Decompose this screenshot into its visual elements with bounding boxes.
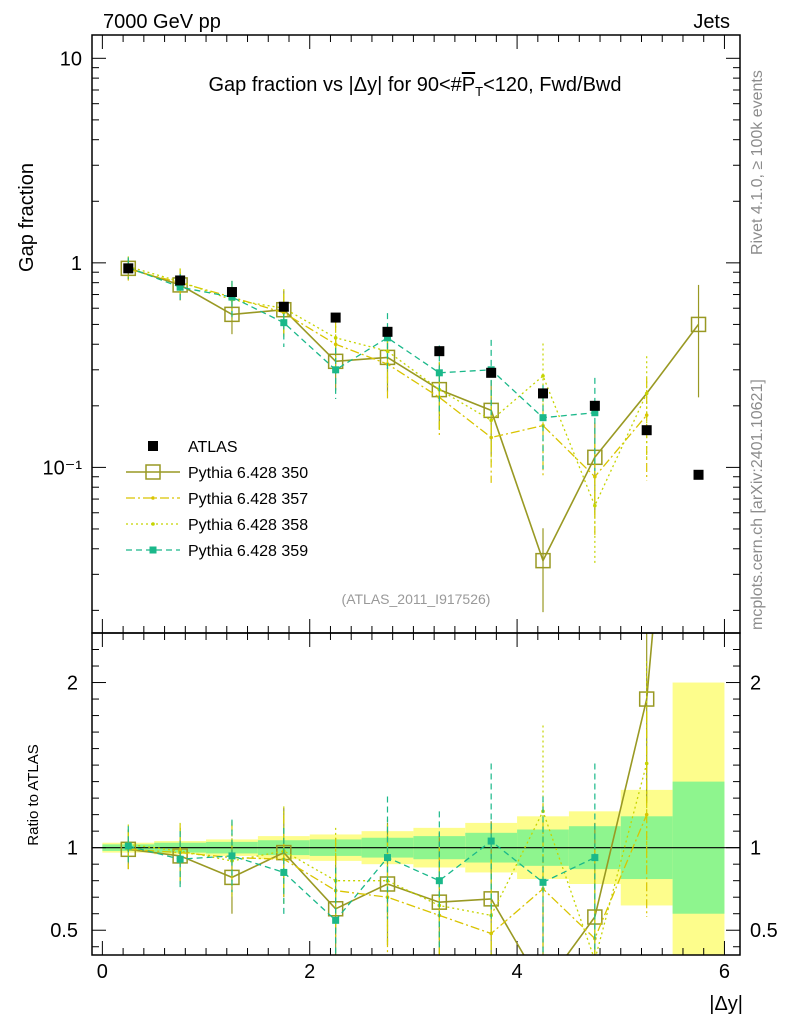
data-point xyxy=(593,503,597,508)
ratio-tick-label-right: 1 xyxy=(750,838,761,860)
x-tick-label: 0 xyxy=(97,961,108,983)
header-energy: 7000 GeV pp xyxy=(103,11,221,33)
ratio-point xyxy=(228,852,236,860)
atlas-data-point xyxy=(382,326,393,337)
atlas-data-point xyxy=(486,367,497,378)
data-point xyxy=(176,283,184,291)
ratio-point xyxy=(383,854,391,862)
data-point xyxy=(332,366,340,374)
y-tick-label: 10⁻¹ xyxy=(43,457,83,479)
legend-atlas-marker xyxy=(148,441,158,451)
legend-marker xyxy=(151,496,155,500)
data-series xyxy=(120,256,707,955)
x-axis-label: |Δy| xyxy=(709,993,743,1015)
atlas-data-point xyxy=(330,312,341,323)
mcplots-note: mcplots.cern.ch [arXiv:2401.10621] xyxy=(749,379,766,630)
data-point xyxy=(591,409,599,417)
legend-marker xyxy=(149,546,157,554)
legend: ATLAS Pythia 6.428 350 Pythia 6.428 357 Pyt… xyxy=(126,439,308,560)
data-point xyxy=(333,336,338,340)
axes: 0 2 4 6 10⁻¹ 1 10 0.5 0.5 1 1 2 2 xyxy=(43,35,778,983)
legend-marker xyxy=(151,522,155,526)
ratio-tick-label-right: 0.5 xyxy=(750,920,778,942)
legend-label: Pythia 6.428 350 xyxy=(188,465,308,482)
x-tick-label: 2 xyxy=(304,961,315,983)
legend-entry: Pythia 6.428 350 xyxy=(126,464,308,482)
legend-entry: ATLAS xyxy=(148,439,238,456)
ratio-point xyxy=(280,868,288,876)
ratio-point xyxy=(435,877,443,885)
atlas-data-point xyxy=(278,301,289,312)
atlas-data-point xyxy=(693,469,704,480)
y-axis-label: Gap fraction xyxy=(16,163,38,272)
atlas-data-point xyxy=(434,346,445,357)
legend-label: Pythia 6.428 359 xyxy=(188,543,308,560)
legend-entry: Pythia 6.428 357 xyxy=(126,491,308,508)
data-point xyxy=(435,369,443,377)
data-point xyxy=(690,316,707,333)
ratio-point xyxy=(487,837,495,845)
y-tick-label: 10 xyxy=(60,48,82,70)
ratio-tick-label: 1 xyxy=(67,838,78,860)
ratio-point xyxy=(644,812,649,817)
analysis-watermark: (ATLAS_2011_I917526) xyxy=(342,591,491,607)
ratio-point xyxy=(591,854,599,862)
ratio-tick-label: 2 xyxy=(67,673,78,695)
ratio-point xyxy=(178,849,182,853)
data-point xyxy=(385,349,390,353)
x-tick-label: 6 xyxy=(719,961,730,983)
series-line xyxy=(128,267,700,563)
data-point xyxy=(333,342,338,347)
series-line xyxy=(128,266,595,419)
ratio-point xyxy=(176,855,184,863)
ratio-line xyxy=(128,840,596,922)
legend-entry: Pythia 6.428 359 xyxy=(126,543,308,560)
atlas-data-point xyxy=(123,263,134,274)
data-point xyxy=(383,334,391,342)
atlas-data-point xyxy=(589,400,600,411)
ratio-line xyxy=(128,633,654,955)
data-point xyxy=(541,374,545,378)
data-point xyxy=(489,418,493,423)
ratio-point xyxy=(124,842,132,850)
ratio-tick-label: 0.5 xyxy=(50,920,78,942)
data-point xyxy=(224,306,240,323)
data-point xyxy=(282,310,286,315)
legend-label: ATLAS xyxy=(188,439,238,456)
data-point xyxy=(489,435,493,440)
data-point xyxy=(228,293,236,301)
atlas-data-point xyxy=(175,275,186,286)
legend-label: Pythia 6.428 358 xyxy=(188,517,308,534)
ratio-series-pythia-6-428-359 xyxy=(124,763,599,955)
data-point xyxy=(539,414,547,422)
ratio-uncertainty-bands xyxy=(92,682,740,955)
legend-marker xyxy=(145,464,161,480)
ratio-point xyxy=(539,878,547,886)
data-point xyxy=(280,319,288,327)
data-point xyxy=(644,413,649,417)
ratio-plot-frame xyxy=(91,632,741,956)
ratio-point xyxy=(644,761,649,766)
y-tick-label: 1 xyxy=(71,253,82,275)
ratio-point xyxy=(332,916,340,924)
ratio-y-axis-label: Ratio to ATLAS xyxy=(25,744,42,845)
rivet-version-note: Rivet 4.1.0, ≥ 100k events xyxy=(749,70,766,255)
data-point xyxy=(644,391,649,396)
legend-label: Pythia 6.428 357 xyxy=(188,491,308,508)
series-atlas xyxy=(123,263,704,480)
atlas-data-point xyxy=(226,287,237,298)
x-tick-label: 4 xyxy=(512,961,523,983)
ratio-tick-label-right: 2 xyxy=(750,673,761,695)
header-process: Jets xyxy=(693,11,730,33)
atlas-data-point xyxy=(538,388,549,399)
atlas-data-point xyxy=(641,425,652,436)
data-point xyxy=(535,552,551,569)
legend-entry: Pythia 6.428 358 xyxy=(126,517,308,534)
chart-title: Gap fraction vs |Δy| for 90<#PT<120, Fwd… xyxy=(208,74,621,99)
